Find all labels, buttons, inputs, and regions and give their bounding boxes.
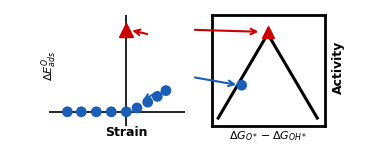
Point [123,111,129,113]
Point [78,111,84,113]
Point [239,84,245,86]
X-axis label: $\Delta G_{O*}-\Delta G_{OH*}$: $\Delta G_{O*}-\Delta G_{OH*}$ [229,129,308,143]
Point [108,111,114,113]
Point [64,111,70,113]
Point [154,95,160,98]
Text: Rutile: Rutile [233,69,270,79]
Point [145,101,151,103]
Text: Polymorph: Polymorph [233,25,300,35]
Point [163,89,169,92]
Point [93,111,99,113]
Text: Strain: Strain [105,126,147,139]
Point [134,107,140,109]
Text: $\Delta E_{ads}^{O}$: $\Delta E_{ads}^{O}$ [39,50,59,81]
Text: Activity: Activity [332,41,345,94]
